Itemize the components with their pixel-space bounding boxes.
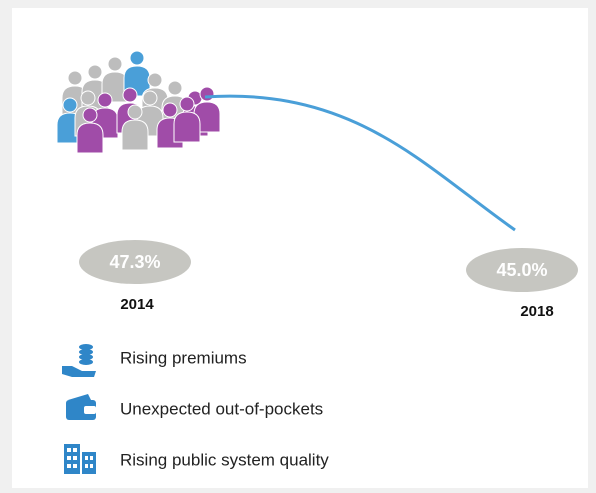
person-head: [128, 105, 142, 119]
person-head: [148, 73, 162, 87]
person-head: [163, 103, 177, 117]
person-head: [81, 91, 95, 105]
factor-label: Rising premiums: [120, 348, 247, 367]
person-head: [200, 87, 214, 101]
person-head: [130, 51, 144, 65]
value-label: 47.3%: [109, 252, 160, 272]
person-head: [63, 98, 77, 112]
person-head: [108, 57, 122, 71]
person-head: [88, 65, 102, 79]
year-label: 2014: [120, 296, 154, 313]
person-head: [123, 88, 137, 102]
factor-label: Rising public system quality: [120, 450, 329, 469]
person-body: [174, 112, 200, 142]
person-head: [180, 97, 194, 111]
page: {"chart_data": {"type": "line", "x": ["2…: [0, 0, 596, 493]
person-head: [68, 71, 82, 85]
infographic: Rising premiums Unexpected out-of-pocket…: [0, 0, 596, 493]
person-head: [168, 81, 182, 95]
person-body: [122, 120, 148, 150]
person-head: [83, 108, 97, 122]
person-head: [98, 93, 112, 107]
person-head: [143, 91, 157, 105]
factor-label: Unexpected out-of-pockets: [120, 399, 323, 418]
year-label: 2018: [520, 303, 553, 320]
person-body: [77, 123, 103, 153]
value-label: 45.0%: [496, 260, 547, 280]
